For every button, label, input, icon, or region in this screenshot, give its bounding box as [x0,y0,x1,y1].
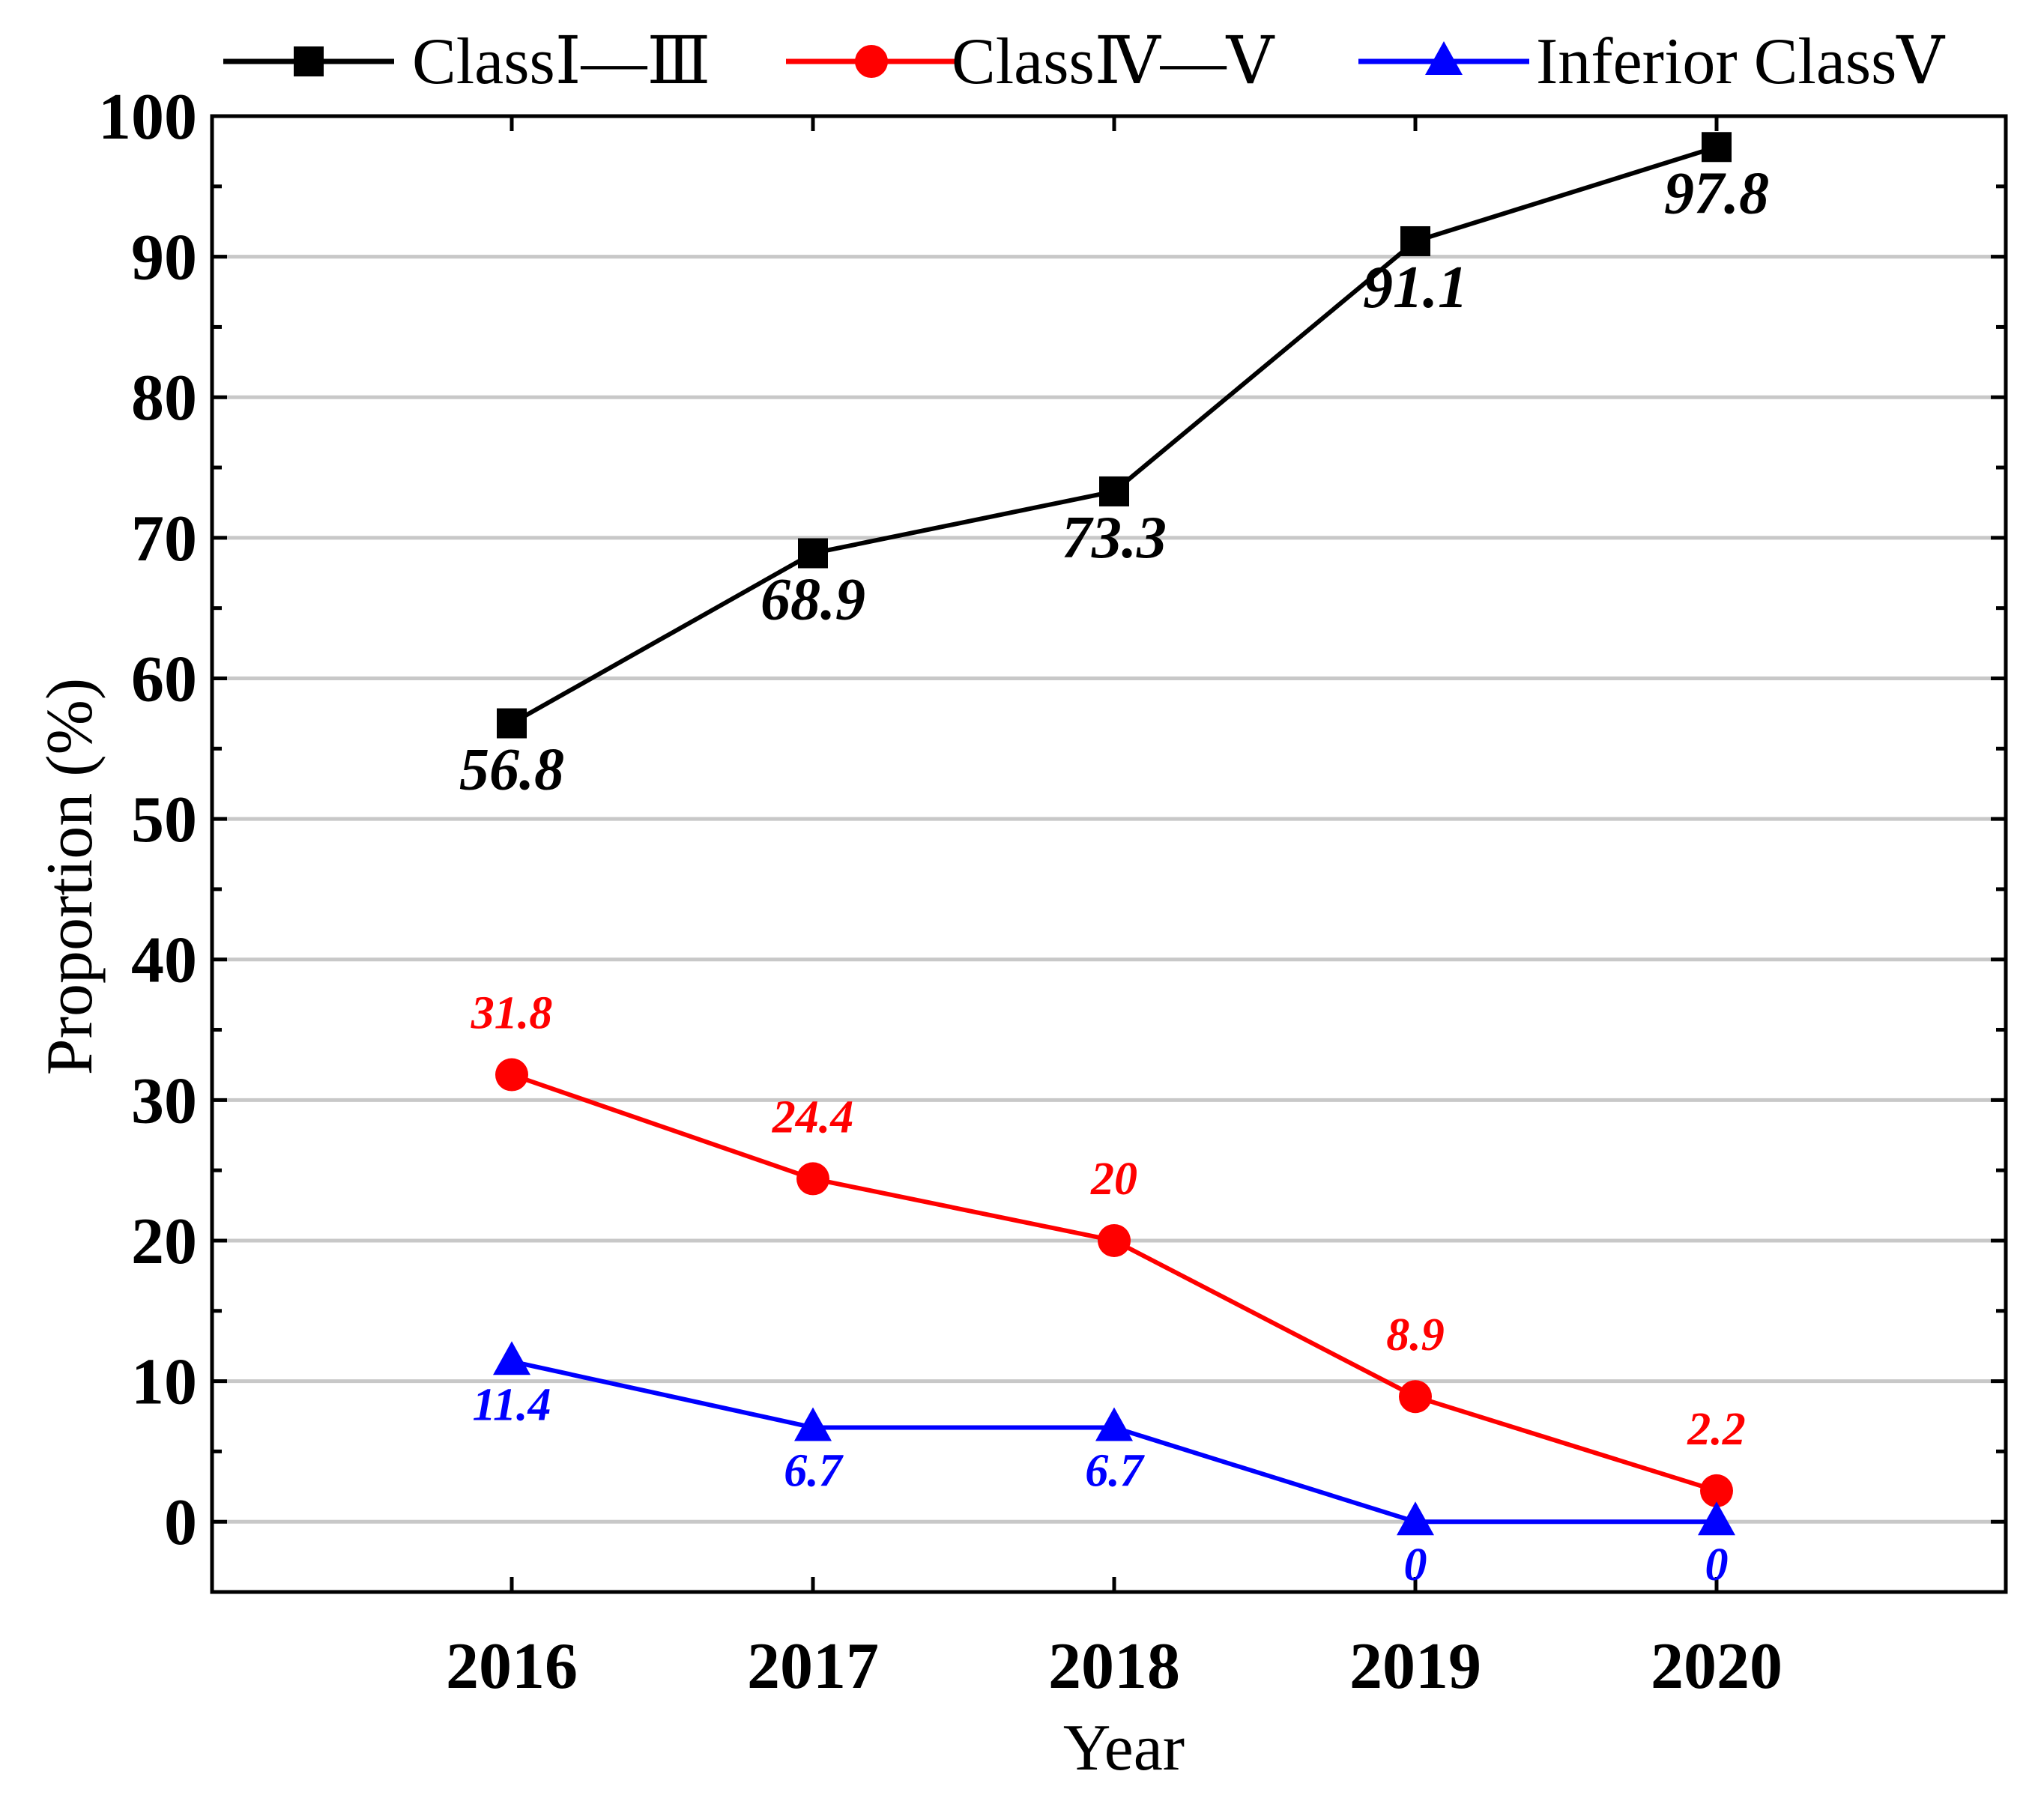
data-label: 2.2 [1687,1404,1746,1455]
data-label: 24.4 [772,1092,854,1142]
data-label: 11.4 [472,1379,551,1430]
data-label: 6.7 [784,1445,844,1496]
data-label: 0 [1404,1540,1427,1590]
legend: ClassⅠ—Ⅲ ClassⅣ—Ⅴ Inferior ClassⅤ [223,25,1945,98]
series-group [493,132,1735,1536]
data-point [1700,1474,1733,1507]
legend-marker [1425,41,1463,75]
data-point [796,1162,829,1196]
y-tick-label: 40 [131,924,197,997]
x-tick-label: 2016 [446,1630,578,1703]
x-tick-label: 2019 [1349,1630,1481,1703]
data-point [794,1407,832,1441]
data-label: 31.8 [471,988,553,1039]
data-point [1702,132,1732,163]
legend-label: ClassⅠ—Ⅲ [412,25,710,98]
x-tick-label: 2017 [747,1630,879,1703]
legend-label: ClassⅣ—Ⅴ [952,25,1275,98]
y-tick-label: 30 [131,1065,197,1137]
data-point [1397,1501,1434,1536]
legend-item-2: ClassⅣ—Ⅴ [786,25,1275,98]
data-label: 6.7 [1085,1445,1146,1496]
y-tick-label: 50 [131,784,197,856]
legend-label: Inferior ClassⅤ [1536,25,1945,98]
data-label: 56.8 [459,737,564,803]
data-label: 68.9 [761,566,865,632]
x-axis-title: Year [1063,1712,1185,1785]
series-line [511,1359,1717,1525]
series-1 [497,132,1732,739]
y-tick-label: 100 [98,81,197,154]
data-point [1098,1223,1131,1257]
series-3 [493,1341,1735,1536]
data-point [493,1341,530,1375]
series-line [510,145,1717,726]
data-point [497,708,527,739]
data-label: 8.9 [1386,1310,1445,1360]
data-point [1400,225,1430,256]
gridlines [212,255,2006,1524]
y-tick-label: 80 [131,362,197,435]
data-label: 0 [1705,1540,1729,1590]
data-labels: 56.8 68.9 73.3 91.1 97.8 31.8 24.4 20 8.9 2.2 11.4… [459,160,1769,1590]
legend-item-1: ClassⅠ—Ⅲ [223,25,710,98]
axes: 0 10 20 30 40 50 60 70 80 90 100 2016 2017 2018 2019 20… [98,81,2008,1703]
legend-marker [294,46,324,76]
x-tick-label: 2018 [1048,1630,1180,1703]
y-tick-label: 90 [131,222,197,294]
data-label: 73.3 [1062,505,1167,571]
y-tick-label: 20 [131,1205,197,1278]
data-point [1698,1501,1735,1536]
data-label: 97.8 [1664,160,1769,226]
series-2 [495,1058,1733,1507]
legend-marker [855,45,888,78]
y-tick-label: 70 [131,503,197,575]
y-axis-title: Proportion (%) [34,678,106,1075]
x-tick-label: 2020 [1651,1630,1783,1703]
data-point [798,538,828,569]
data-label: 91.1 [1363,255,1468,321]
y-tick-label: 10 [131,1346,197,1419]
y-tick-label: 60 [131,643,197,715]
data-label: 20 [1090,1154,1137,1205]
data-point [1099,476,1129,506]
legend-item-3: Inferior ClassⅤ [1358,25,1945,98]
data-point [1399,1380,1432,1414]
data-point [495,1058,528,1092]
y-tick-label: 0 [164,1486,197,1559]
data-point [1095,1407,1133,1441]
plot-frame [210,114,2008,1594]
